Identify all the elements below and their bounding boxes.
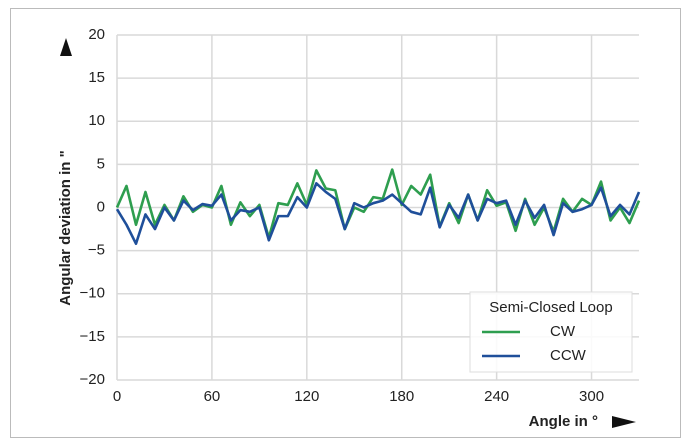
x-tick-label: 240 [484,388,509,405]
line-series [115,182,641,246]
x-axis-arrow [612,416,636,428]
x-tick-label: 300 [579,388,604,405]
x-tick-label: 60 [204,388,221,405]
y-tick-label: −20 [80,371,105,388]
x-tick-label: 120 [294,388,319,405]
y-tick-label: −10 [80,285,105,302]
legend-label: CCW [550,347,587,364]
x-tick-label: 0 [113,388,121,405]
y-axis-arrow [60,38,72,56]
x-axis-label: Angle in ° [529,413,598,430]
y-tick-label: 10 [88,112,105,129]
x-tick-label: 180 [389,388,414,405]
y-tick-label: 20 [88,26,105,43]
y-tick-label: −15 [80,328,105,345]
legend-label: CW [550,323,576,340]
y-tick-label: 0 [97,198,105,215]
frame [10,8,681,438]
y-tick-label: −5 [88,242,105,259]
y-tick-label: 15 [88,69,105,86]
y-axis-label: Angular deviation in " [57,150,74,305]
legend-title: Semi-Closed Loop [489,299,612,316]
y-tick-label: 5 [97,155,105,172]
